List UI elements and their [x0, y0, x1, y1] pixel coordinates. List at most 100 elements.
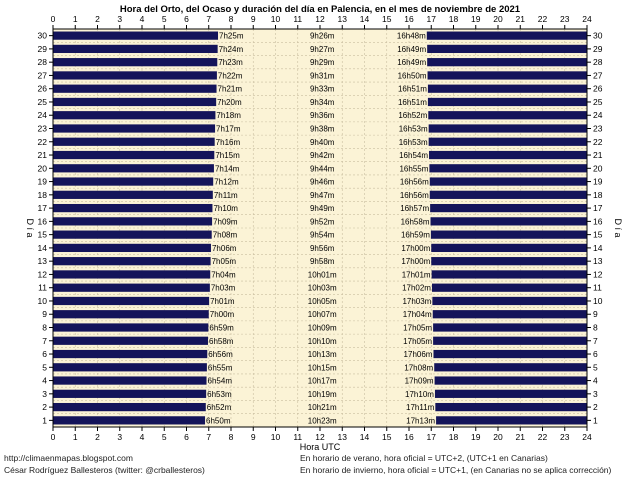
daylength-label: 9h54m	[310, 231, 335, 240]
night-bar-evening	[427, 71, 587, 80]
daylength-label: 9h38m	[310, 125, 335, 134]
y-tick-label-right: 3	[593, 389, 598, 399]
x-tick-label-bottom: 14	[360, 432, 370, 442]
daylength-label: 10h17m	[308, 377, 337, 386]
sunset-label: 16h51m	[398, 85, 427, 94]
x-tick-label-top: 23	[560, 14, 570, 24]
night-bar-morning	[53, 296, 210, 306]
y-axis-label-left: D í a	[25, 218, 35, 237]
night-bar-evening	[429, 177, 587, 186]
x-tick-label-bottom: 19	[471, 432, 481, 442]
night-bar-morning	[53, 243, 211, 253]
sunrise-label: 7h23m	[218, 58, 243, 67]
night-bar-morning	[53, 97, 217, 107]
sunrise-label: 7h08m	[213, 231, 238, 240]
x-tick-label-bottom: 16	[404, 432, 414, 442]
night-bar-morning	[53, 363, 207, 372]
y-tick-label-left: 14	[38, 243, 48, 253]
y-tick-label-left: 15	[38, 230, 48, 240]
y-tick-label-left: 2	[42, 402, 47, 412]
x-tick-label-top: 2	[95, 14, 100, 24]
sunset-label: 16h49m	[397, 58, 426, 67]
x-tick-label-bottom: 12	[315, 432, 325, 442]
night-bar-evening	[434, 389, 587, 398]
x-axis-label: Hora UTC	[300, 442, 341, 452]
x-tick-label-top: 18	[449, 14, 459, 24]
x-tick-label-top: 10	[271, 14, 281, 24]
night-bar-morning	[53, 111, 216, 120]
night-bar-evening	[428, 124, 587, 133]
sunset-label: 16h58m	[401, 217, 430, 226]
x-tick-label-bottom: 6	[184, 432, 189, 442]
night-bar-evening	[430, 203, 587, 213]
x-tick-label-bottom: 4	[140, 432, 145, 442]
sunrise-label: 7h12m	[214, 178, 239, 187]
daylength-label: 10h19m	[308, 390, 337, 399]
y-tick-label-left: 18	[38, 190, 48, 200]
night-bar-evening	[433, 323, 587, 332]
y-tick-label-right: 11	[593, 283, 602, 293]
night-bar-evening	[432, 310, 587, 319]
daylength-label: 10h01m	[308, 270, 337, 279]
sunset-label: 16h57m	[400, 204, 429, 213]
sunset-label: 16h48m	[397, 32, 426, 41]
sunset-label: 17h00m	[401, 257, 430, 266]
x-tick-label-bottom: 2	[95, 432, 100, 442]
daylength-label: 9h44m	[310, 164, 335, 173]
bars-layer	[53, 31, 587, 425]
x-tick-label-bottom: 9	[251, 432, 256, 442]
sunrise-label: 6h52m	[207, 403, 232, 412]
sunrise-label: 6h55m	[208, 363, 233, 372]
sunrise-label: 6h50m	[206, 416, 231, 425]
sunset-label: 16h50m	[398, 71, 427, 80]
y-tick-label-left: 17	[38, 203, 48, 213]
y-tick-label-left: 21	[38, 150, 48, 160]
daylength-label: 10h05m	[308, 297, 337, 306]
x-tick-label-top: 6	[184, 14, 189, 24]
night-bar-morning	[53, 31, 219, 40]
y-tick-label-right: 20	[593, 163, 603, 173]
daylength-label: 10h15m	[308, 363, 337, 372]
sunset-label: 16h53m	[399, 138, 428, 147]
sunset-label: 16h56m	[400, 178, 429, 187]
night-bar-morning	[53, 389, 207, 398]
y-tick-label-right: 18	[593, 190, 603, 200]
sunrise-label: 7h01m	[210, 297, 235, 306]
sunrise-label: 7h20m	[217, 98, 242, 107]
sunset-label: 17h02m	[402, 284, 431, 293]
daylength-label: 9h46m	[310, 178, 335, 187]
y-tick-label-right: 8	[593, 323, 598, 333]
sunrise-label: 7h04m	[211, 270, 236, 279]
x-tick-label-bottom: 10	[271, 432, 281, 442]
y-tick-label-right: 7	[593, 336, 598, 346]
x-tick-label-bottom: 24	[582, 432, 592, 442]
sunrise-label: 7h22m	[218, 71, 243, 80]
night-bar-morning	[53, 84, 217, 93]
sunset-label: 16h52m	[398, 111, 427, 120]
night-bar-evening	[431, 270, 587, 279]
night-bar-evening	[429, 164, 587, 173]
y-tick-label-right: 28	[593, 57, 603, 67]
x-tick-label-bottom: 20	[493, 432, 503, 442]
y-tick-label-right: 15	[593, 230, 603, 240]
night-bar-morning	[53, 58, 218, 67]
night-bar-evening	[434, 363, 587, 372]
x-tick-label-bottom: 5	[162, 432, 167, 442]
y-tick-label-right: 10	[593, 296, 603, 306]
y-tick-label-left: 22	[38, 137, 48, 147]
night-bar-morning	[53, 323, 209, 332]
sunset-label: 17h05m	[403, 337, 432, 346]
night-bar-morning	[53, 310, 209, 319]
sunrise-label: 7h25m	[219, 32, 244, 41]
x-tick-label-bottom: 8	[229, 432, 234, 442]
footer-blog[interactable]: http://climaenmapas.blogspot.com	[4, 453, 133, 463]
daylength-label: 10h07m	[308, 310, 337, 319]
y-tick-label-left: 12	[38, 269, 48, 279]
x-tick-label-top: 21	[516, 14, 526, 24]
y-tick-label-left: 10	[38, 296, 48, 306]
night-bar-evening	[436, 416, 587, 425]
night-bar-morning	[53, 203, 213, 213]
y-tick-label-right: 23	[593, 124, 603, 134]
sunset-label: 16h51m	[398, 98, 427, 107]
y-tick-label-left: 30	[38, 31, 48, 41]
